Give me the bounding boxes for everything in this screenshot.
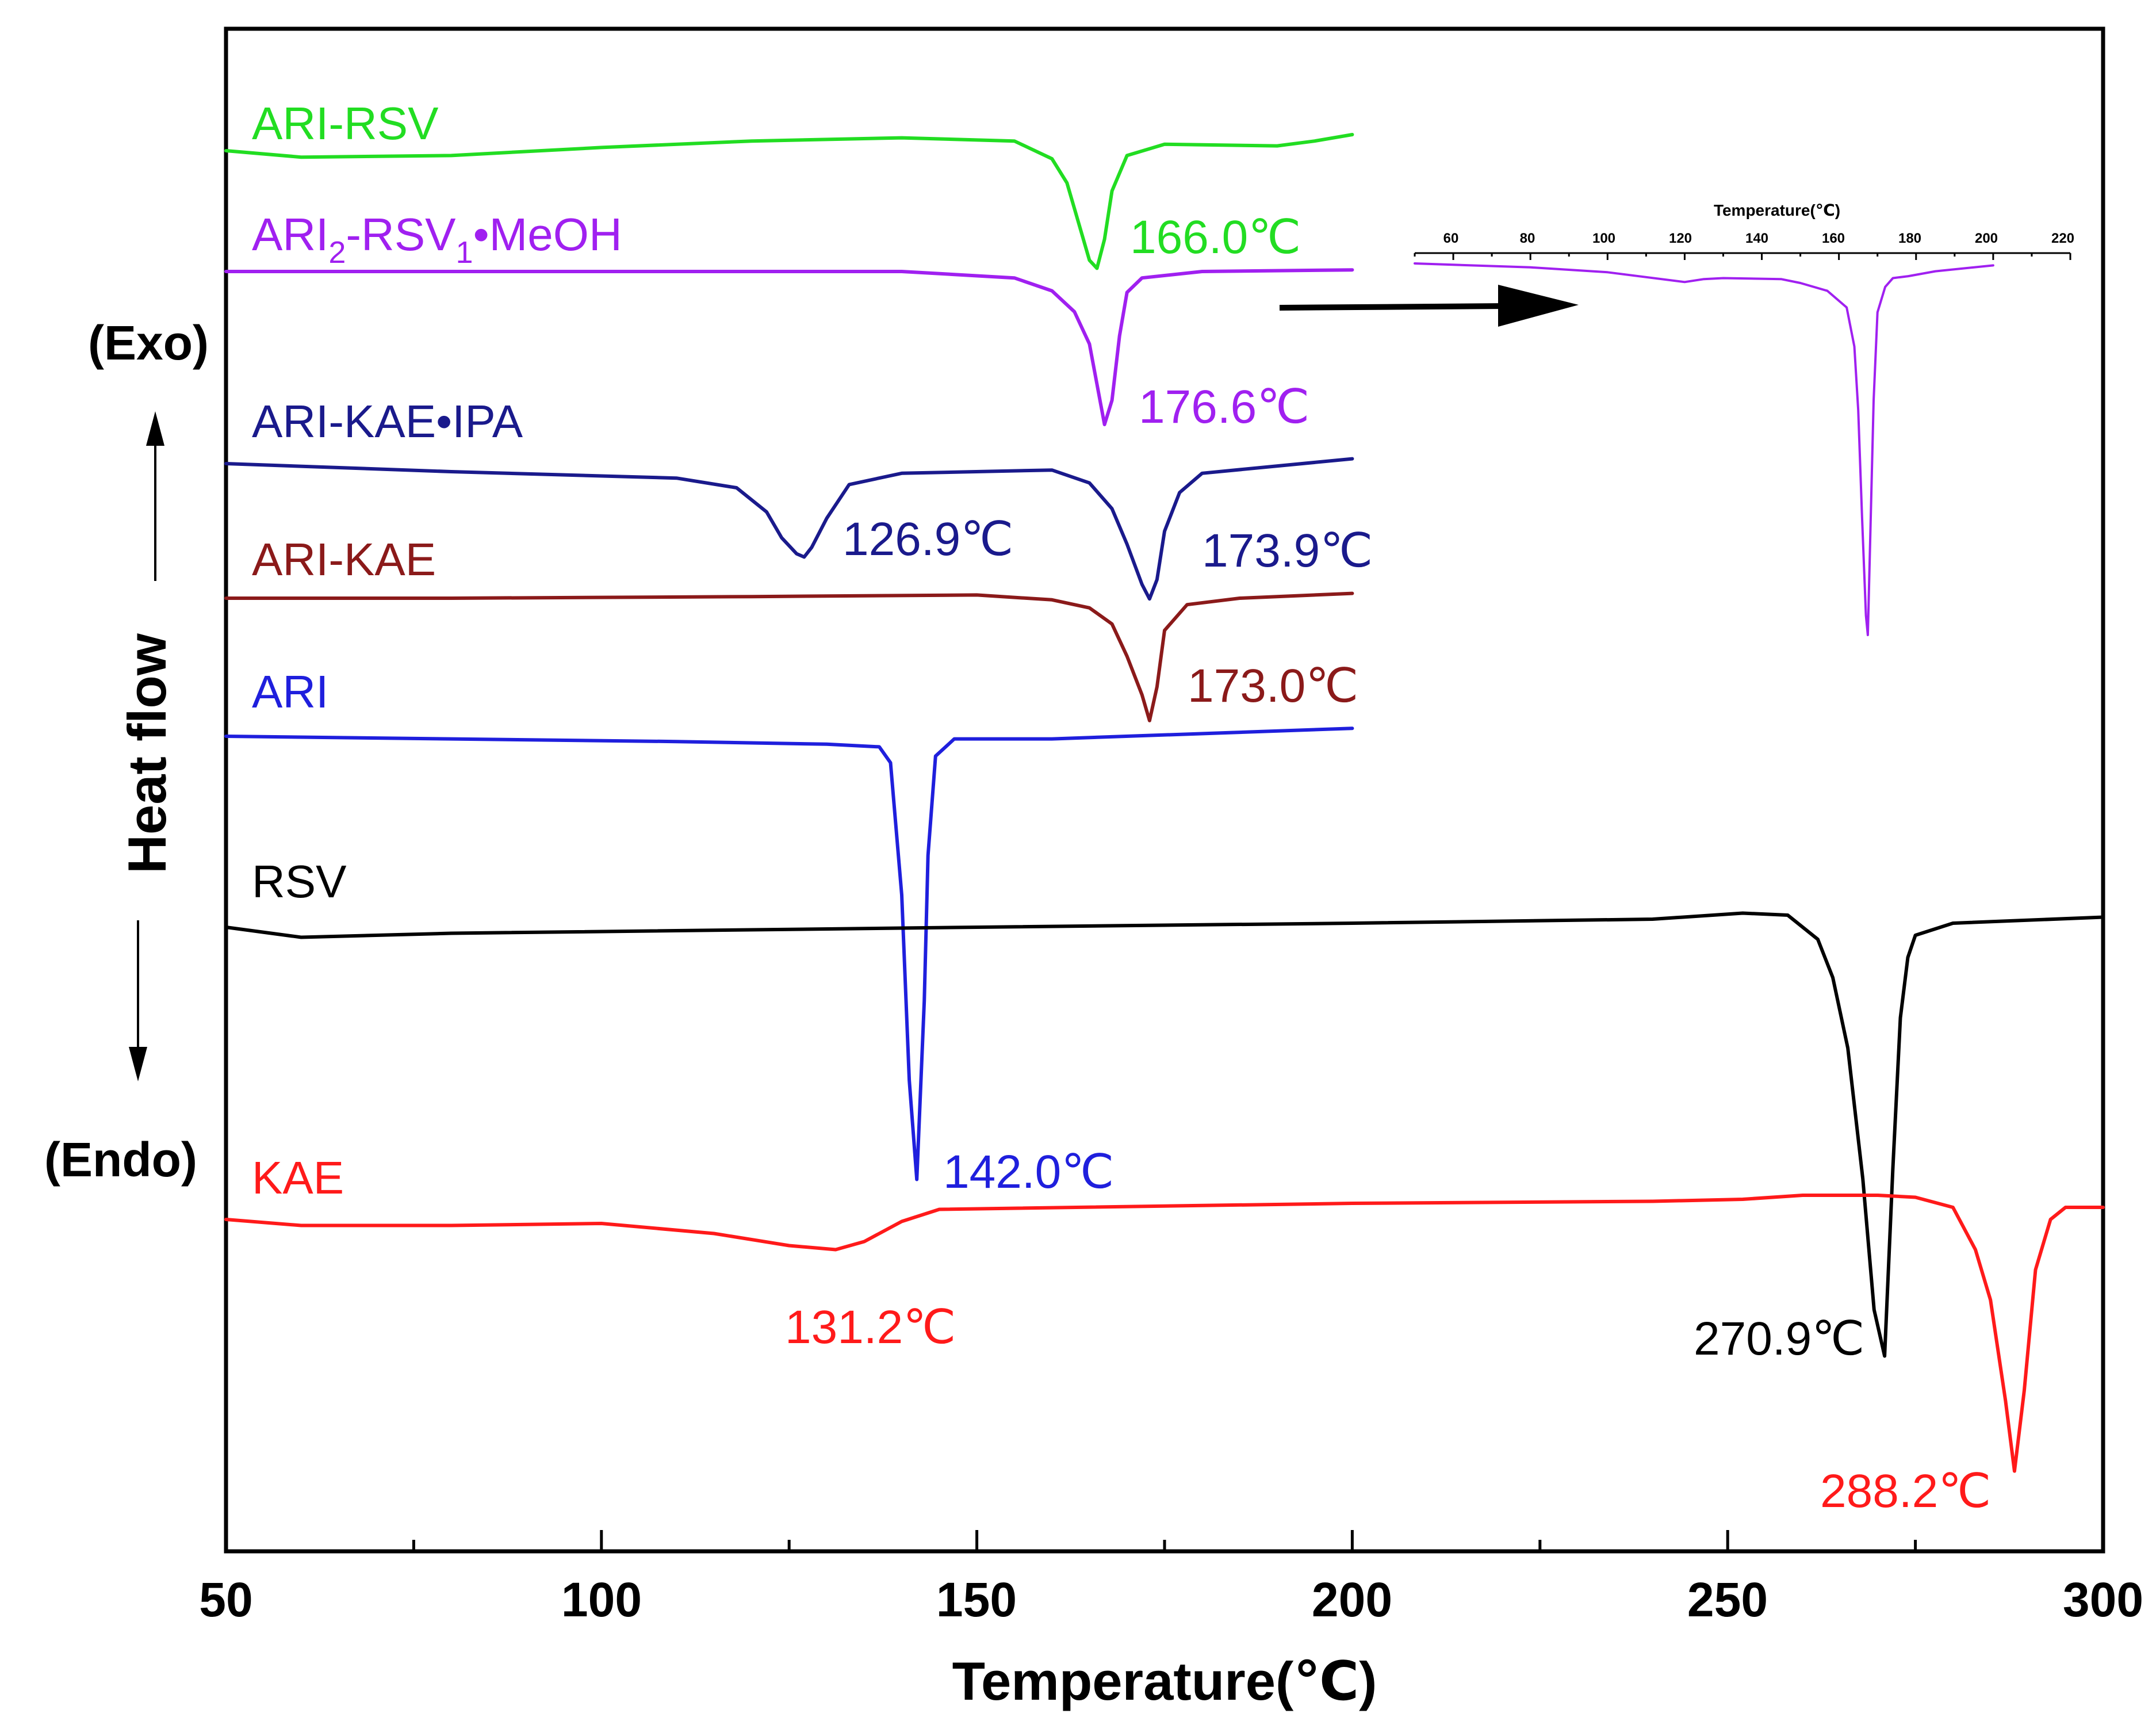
x-tick-label: 300 xyxy=(2063,1573,2143,1627)
inset-tick-label: 200 xyxy=(1975,231,1998,246)
legend-rsv: RSV xyxy=(252,856,347,907)
inset-tick-label: 60 xyxy=(1443,231,1459,246)
legend-ari2-rsv1-meoh: ARI2-RSV1•MeOH xyxy=(252,209,622,270)
legend-kae: KAE xyxy=(252,1152,344,1203)
x-tick-label: 100 xyxy=(561,1573,642,1627)
legend-ari-kae-ipa: ARI-KAE•IPA xyxy=(252,396,523,447)
inset-tick-label: 140 xyxy=(1745,231,1768,246)
peak-label-ari-kae: 173.0℃ xyxy=(1188,660,1358,712)
inset-series-line-ari2-rsv1-meoh xyxy=(1414,262,1994,636)
peak-label-ari-rsv: 166.0℃ xyxy=(1130,211,1301,263)
x-axis-title: Temperature(℃) xyxy=(952,1651,1377,1711)
endo-label: (Endo) xyxy=(44,1133,197,1187)
legend-ari: ARI xyxy=(252,666,328,717)
peak-label-kae-2: 288.2℃ xyxy=(1820,1465,1991,1517)
x-tick-label: 150 xyxy=(936,1573,1017,1627)
inset-tick-label: 160 xyxy=(1822,231,1845,246)
series-line-rsv xyxy=(224,911,2105,1358)
x-tick-label: 200 xyxy=(1312,1573,1392,1627)
series-line-ari-rsv xyxy=(224,133,1354,270)
x-tick-label: 50 xyxy=(199,1573,252,1627)
peak-label-ari: 142.0℃ xyxy=(943,1146,1114,1198)
peak-label-kae-1: 131.2℃ xyxy=(785,1301,956,1353)
series-line-ari-kae xyxy=(224,591,1354,722)
exo-label: (Exo) xyxy=(88,316,209,370)
inset-tick-label: 220 xyxy=(2051,231,2074,246)
peak-label-rsv: 270.9℃ xyxy=(1694,1313,1864,1365)
inset-plot: Temperature(℃) 60 80 100 120 140 160 180… xyxy=(1414,201,2074,636)
inset-tick-label: 100 xyxy=(1592,231,1615,246)
inset-axis-title: Temperature(℃) xyxy=(1714,201,1840,219)
peak-label-ari2-rsv1-meoh: 176.6℃ xyxy=(1139,381,1309,433)
inset-tick-label: 120 xyxy=(1669,231,1692,246)
x-tick-label: 250 xyxy=(1687,1573,1768,1627)
inset-tick-label: 80 xyxy=(1520,231,1535,246)
peak-label-ari-kae-ipa-1: 126.9℃ xyxy=(843,513,1013,565)
legend-ari-rsv: ARI-RSV xyxy=(252,98,439,149)
inset-pointer-arrow xyxy=(1279,285,1579,327)
exo-arrow xyxy=(146,411,164,581)
inset-axis-ticks xyxy=(1414,253,2071,260)
series-line-kae xyxy=(224,1194,2105,1473)
endo-arrow xyxy=(129,920,147,1081)
inset-tick-label: 180 xyxy=(1898,231,1921,246)
series-line-ari xyxy=(224,726,1354,1181)
peak-label-ari-kae-ipa-2: 173.9℃ xyxy=(1202,525,1373,577)
y-axis-title: Heat flow xyxy=(117,633,177,874)
x-axis-ticks xyxy=(224,1530,2105,1551)
legend-ari-kae: ARI-KAE xyxy=(252,534,436,585)
series-line-ari2-rsv1-meoh xyxy=(224,268,1354,426)
series-line-ari-kae-ipa xyxy=(224,457,1354,601)
